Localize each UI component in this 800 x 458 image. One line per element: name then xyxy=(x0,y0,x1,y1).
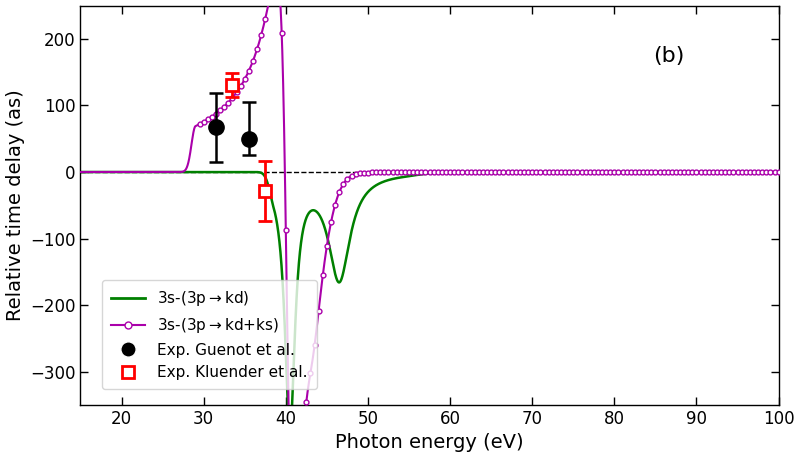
X-axis label: Photon energy (eV): Photon energy (eV) xyxy=(335,433,524,453)
Y-axis label: Relative time delay (as): Relative time delay (as) xyxy=(6,89,25,321)
Legend: 3s-(3p$\rightarrow$kd), 3s-(3p$\rightarrow$kd+ks), Exp. Guenot et al., Exp. Klue: 3s-(3p$\rightarrow$kd), 3s-(3p$\rightarr… xyxy=(102,280,317,389)
Text: (b): (b) xyxy=(653,45,684,65)
